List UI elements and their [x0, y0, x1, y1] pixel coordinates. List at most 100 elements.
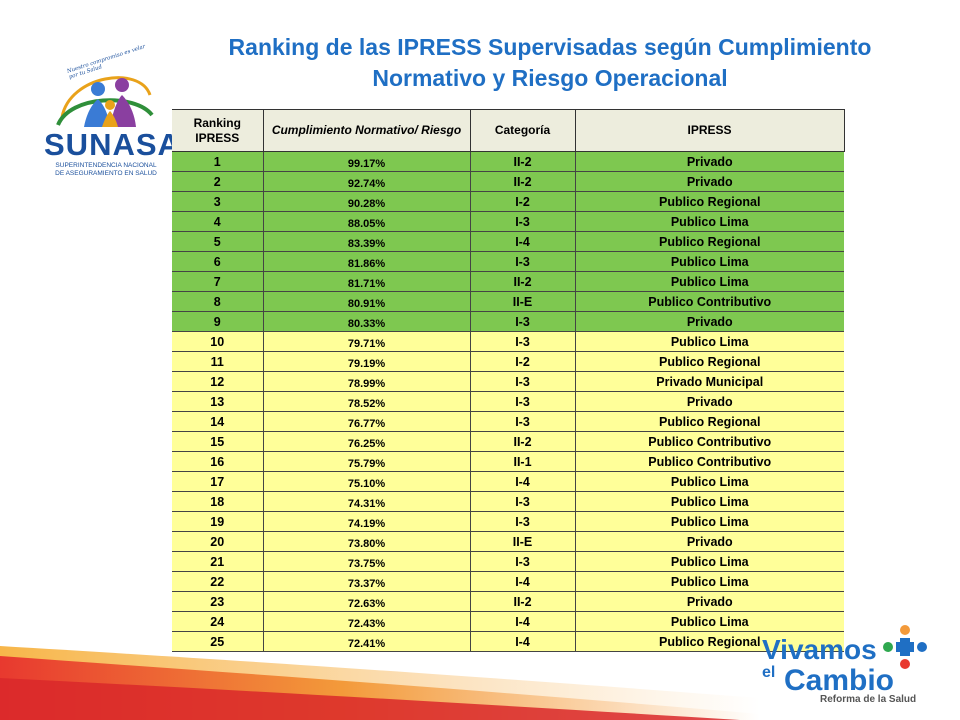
- categoria-cell: I-2: [470, 351, 576, 372]
- logo-brand: SUNASA: [44, 127, 181, 162]
- logo-word-cambio: Cambio: [784, 664, 895, 697]
- cumplimiento-cell: 79.71%: [263, 331, 471, 352]
- cumplimiento-cell: 74.31%: [263, 491, 471, 512]
- rank-cell: 16: [172, 451, 264, 472]
- table-header-row: Ranking IPRESS Cumplimiento Normativo/ R…: [172, 109, 845, 152]
- ipress-cell: Publico Lima: [575, 551, 844, 572]
- categoria-cell: I-4: [470, 471, 576, 492]
- rank-cell: 10: [172, 331, 264, 352]
- table-row: 22 73.37% I-4 Publico Lima: [172, 571, 844, 592]
- categoria-cell: I-4: [470, 631, 576, 652]
- ipress-cell: Privado: [575, 391, 844, 412]
- table-row: 25 72.41% I-4 Publico Regional: [172, 631, 844, 652]
- categoria-cell: II-E: [470, 291, 576, 312]
- cumplimiento-cell: 76.77%: [263, 411, 471, 432]
- ipress-cell: Privado Municipal: [575, 371, 844, 392]
- rank-cell: 7: [172, 271, 264, 292]
- rank-cell: 12: [172, 371, 264, 392]
- cumplimiento-cell: 73.37%: [263, 571, 471, 592]
- sunasa-logo: Nuestro compromiso es velar por tu Salud…: [40, 44, 181, 185]
- ipress-cell: Publico Lima: [575, 251, 844, 272]
- table-row: 14 76.77% I-3 Publico Regional: [172, 411, 844, 432]
- logo-subtitle-1: SUPERINTENDENCIA NACIONAL: [55, 162, 157, 169]
- rank-cell: 18: [172, 491, 264, 512]
- ranking-table: Ranking IPRESS Cumplimiento Normativo/ R…: [172, 109, 845, 652]
- header-ipress: IPRESS: [574, 109, 845, 152]
- categoria-cell: I-3: [470, 251, 576, 272]
- people-cross-icon: [883, 625, 927, 669]
- rank-cell: 23: [172, 591, 264, 612]
- ipress-cell: Privado: [575, 531, 844, 552]
- categoria-cell: I-3: [470, 211, 576, 232]
- page-title: Ranking de las IPRESS Supervisadas según…: [228, 34, 872, 91]
- categoria-cell: II-2: [470, 271, 576, 292]
- ipress-cell: Publico Contributivo: [575, 291, 844, 312]
- rank-cell: 5: [172, 231, 264, 252]
- categoria-cell: II-2: [470, 151, 576, 172]
- header-categoria: Categoría: [469, 109, 576, 152]
- table-row: 2 92.74% II-2 Privado: [172, 171, 844, 192]
- categoria-cell: II-1: [470, 451, 576, 472]
- ipress-cell: Privado: [575, 311, 844, 332]
- table-row: 21 73.75% I-3 Publico Lima: [172, 551, 844, 572]
- rank-cell: 20: [172, 531, 264, 552]
- categoria-cell: I-4: [470, 571, 576, 592]
- ipress-cell: Publico Lima: [575, 571, 844, 592]
- categoria-cell: II-E: [470, 531, 576, 552]
- rank-cell: 19: [172, 511, 264, 532]
- cumplimiento-cell: 75.10%: [263, 471, 471, 492]
- cumplimiento-cell: 83.39%: [263, 231, 471, 252]
- cumplimiento-cell: 81.71%: [263, 271, 471, 292]
- table-row: 4 88.05% I-3 Publico Lima: [172, 211, 844, 232]
- ipress-cell: Publico Lima: [575, 471, 844, 492]
- ipress-cell: Privado: [575, 171, 844, 192]
- ipress-cell: Publico Regional: [575, 191, 844, 212]
- cumplimiento-cell: 90.28%: [263, 191, 471, 212]
- categoria-cell: I-3: [470, 491, 576, 512]
- rank-cell: 17: [172, 471, 264, 492]
- ipress-cell: Publico Regional: [575, 351, 844, 372]
- table-row: 8 80.91% II-E Publico Contributivo: [172, 291, 844, 312]
- ipress-cell: Publico Contributivo: [575, 431, 844, 452]
- table-row: 12 78.99% I-3 Privado Municipal: [172, 371, 844, 392]
- family-icon: [56, 76, 154, 127]
- categoria-cell: II-2: [470, 591, 576, 612]
- categoria-cell: II-2: [470, 171, 576, 192]
- rank-cell: 9: [172, 311, 264, 332]
- ipress-cell: Publico Lima: [575, 491, 844, 512]
- categoria-cell: I-4: [470, 611, 576, 632]
- categoria-cell: I-3: [470, 411, 576, 432]
- cumplimiento-cell: 88.05%: [263, 211, 471, 232]
- vivamos-el-cambio-logo: Vivamos el Cambio Reforma de la Salud: [762, 625, 932, 708]
- rank-cell: 15: [172, 431, 264, 452]
- rank-cell: 4: [172, 211, 264, 232]
- ipress-cell: Publico Lima: [575, 271, 844, 292]
- rank-cell: 24: [172, 611, 264, 632]
- table-row: 1 99.17% II-2 Privado: [172, 151, 844, 172]
- cumplimiento-cell: 99.17%: [263, 151, 471, 172]
- rank-cell: 11: [172, 351, 264, 372]
- cumplimiento-cell: 73.80%: [263, 531, 471, 552]
- categoria-cell: I-3: [470, 511, 576, 532]
- ipress-cell: Privado: [575, 591, 844, 612]
- categoria-cell: I-3: [470, 331, 576, 352]
- rank-cell: 14: [172, 411, 264, 432]
- categoria-cell: I-3: [470, 371, 576, 392]
- table-row: 17 75.10% I-4 Publico Lima: [172, 471, 844, 492]
- header-ranking: Ranking IPRESS: [172, 109, 264, 152]
- cumplimiento-cell: 78.52%: [263, 391, 471, 412]
- ipress-cell: Publico Regional: [575, 631, 844, 652]
- table-row: 15 76.25% II-2 Publico Contributivo: [172, 431, 844, 452]
- rank-cell: 2: [172, 171, 264, 192]
- table-row: 9 80.33% I-3 Privado: [172, 311, 844, 332]
- ipress-cell: Publico Regional: [575, 411, 844, 432]
- categoria-cell: I-4: [470, 231, 576, 252]
- table-row: 23 72.63% II-2 Privado: [172, 591, 844, 612]
- cumplimiento-cell: 74.19%: [263, 511, 471, 532]
- rank-cell: 3: [172, 191, 264, 212]
- ipress-cell: Publico Lima: [575, 331, 844, 352]
- cumplimiento-cell: 72.63%: [263, 591, 471, 612]
- cumplimiento-cell: 73.75%: [263, 551, 471, 572]
- table-row: 16 75.79% II-1 Publico Contributivo: [172, 451, 844, 472]
- ipress-cell: Privado: [575, 151, 844, 172]
